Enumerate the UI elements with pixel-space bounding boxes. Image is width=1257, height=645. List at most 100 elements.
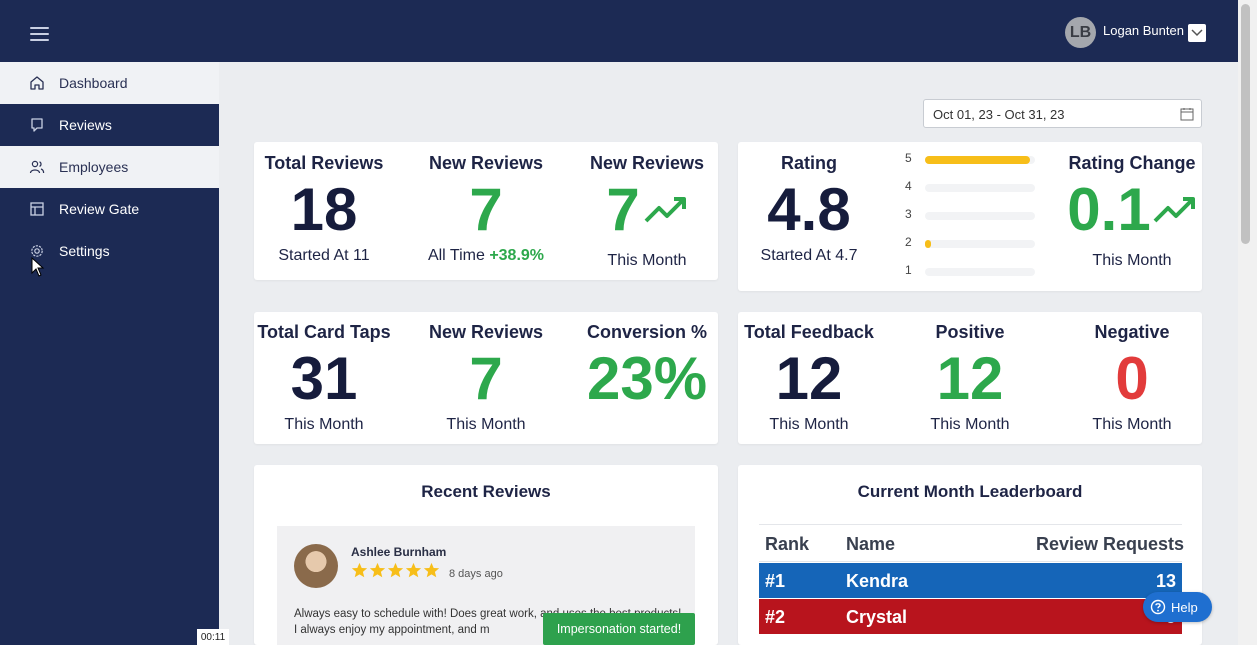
sidebar-item-label: Employees <box>59 159 129 175</box>
stat-subtitle: This Month <box>769 416 849 433</box>
divider <box>759 524 1182 525</box>
total-card-taps-stat: Total Card Taps 31 This Month <box>254 322 394 434</box>
stat-subtitle: All Time +38.9% <box>408 247 564 265</box>
stat-value: 31 <box>290 345 358 412</box>
rating-bar-track <box>925 212 1035 220</box>
table-row[interactable]: #2Crystal9 <box>759 599 1182 634</box>
sidebar-item-label: Dashboard <box>59 75 128 91</box>
rating-stat: Rating 4.8 Started At 4.7 <box>739 153 879 265</box>
video-timestamp: 00:11 <box>197 629 229 645</box>
rating-bar-track <box>925 268 1035 276</box>
home-icon <box>30 76 44 90</box>
sidebar-item-dashboard[interactable]: Dashboard <box>0 62 219 104</box>
stat-title: Total Reviews <box>264 153 384 173</box>
requests-cell: 13 <box>1155 571 1176 591</box>
total-reviews-stat: Total Reviews 18 Started At 11 <box>254 153 394 265</box>
sidebar-item-reviews[interactable]: Reviews <box>0 104 219 146</box>
stat-title: Rating <box>781 153 837 173</box>
scrollbar-thumb[interactable] <box>1241 4 1250 244</box>
rating-bar-2: 2 <box>905 235 1040 249</box>
user-dropdown-button[interactable] <box>1188 24 1206 42</box>
column-header-review-requests[interactable]: Review Requests <box>1036 534 1185 554</box>
avatar[interactable]: LB <box>1065 17 1096 48</box>
gear-icon <box>31 245 43 257</box>
name-cell: Kendra <box>846 571 909 591</box>
stat-title: Negative <box>1094 322 1170 342</box>
table-row[interactable]: #1 Kendra 13 <box>759 563 1182 598</box>
column-header-rank[interactable]: Rank <box>765 534 810 554</box>
mouse-cursor-icon <box>31 257 45 277</box>
stat-value: 7 <box>606 176 640 243</box>
new-reviews-month-stat: New Reviews 7 This Month <box>577 153 717 270</box>
stat-value: 12 <box>936 345 1004 412</box>
rating-bar-label: 4 <box>905 179 912 193</box>
rating-bar-track <box>925 184 1035 192</box>
calendar-icon[interactable] <box>1180 107 1194 121</box>
star-icon <box>423 562 440 578</box>
positive-feedback-stat: Positive 12 This Month <box>900 322 1040 434</box>
conversion-stat: Conversion % 23% <box>577 322 717 409</box>
stat-subtitle: This Month <box>446 416 526 433</box>
negative-feedback-stat: Negative 0 This Month <box>1062 322 1202 434</box>
rank-cell: #2 <box>765 607 786 627</box>
sidebar-item-label: Review Gate <box>59 201 140 217</box>
help-icon <box>1150 599 1166 615</box>
sidebar-item-employees[interactable]: Employees <box>0 146 219 188</box>
comment-icon <box>31 118 43 132</box>
top-bar: LB Logan Bunten <box>0 0 1238 62</box>
stat-value: 12 <box>775 345 843 412</box>
name-cell: Crystal <box>846 607 908 627</box>
menu-icon[interactable] <box>30 27 49 41</box>
reviewer-name: Ashlee Burnham <box>351 545 447 559</box>
rating-bar-label: 5 <box>905 151 912 165</box>
sidebar-item-settings[interactable]: Settings <box>0 230 219 272</box>
column-header-name[interactable]: Name <box>846 534 896 554</box>
stat-value: 0.1 <box>1067 176 1151 243</box>
rank-cell: #1 <box>765 571 786 591</box>
layout-icon <box>30 202 44 216</box>
stat-title: Conversion % <box>586 322 708 342</box>
divider <box>759 561 1182 562</box>
stat-subtitle: This Month <box>1092 252 1172 269</box>
toast-notification[interactable]: Impersonation started! <box>543 613 695 645</box>
users-icon <box>29 160 45 174</box>
rating-bar-track <box>925 156 1035 164</box>
reviewer-avatar <box>294 544 338 588</box>
stat-title: Rating Change <box>1068 153 1196 173</box>
stat-value: 0 <box>1115 345 1149 412</box>
leaderboard-title: Current Month Leaderboard <box>857 482 1083 501</box>
stat-title: New Reviews <box>428 153 544 173</box>
stat-subtitle: Started At 11 <box>278 247 370 264</box>
star-icon <box>405 562 422 578</box>
feedback-stats-card <box>738 312 1202 444</box>
rating-bar-3: 3 <box>905 207 1040 221</box>
user-name[interactable]: Logan Bunten <box>1103 23 1184 38</box>
date-range-value: Oct 01, 23 - Oct 31, 23 <box>933 107 1065 122</box>
review-stars <box>351 562 440 579</box>
help-label: Help <box>1171 599 1198 615</box>
star-icon <box>387 562 404 578</box>
rating-bar-label: 3 <box>905 207 912 221</box>
new-reviews-month-stat: New Reviews 7 This Month <box>416 322 556 434</box>
trending-up-icon <box>1153 197 1195 223</box>
rating-bar-label: 1 <box>905 263 912 277</box>
date-range-picker[interactable]: Oct 01, 23 - Oct 31, 23 <box>923 99 1202 128</box>
stat-subtitle: This Month <box>284 416 364 433</box>
stat-value: 7 <box>469 345 503 412</box>
rating-change-stat: Rating Change 0.1 This Month <box>1062 153 1202 270</box>
stat-value: 23% <box>586 345 708 412</box>
review-age: 8 days ago <box>449 568 503 580</box>
stat-subtitle: This Month <box>1092 416 1172 433</box>
help-button[interactable]: Help <box>1143 592 1212 622</box>
sidebar-item-review-gate[interactable]: Review Gate <box>0 188 219 230</box>
card-taps-card <box>254 312 718 444</box>
sidebar-item-label: Reviews <box>59 117 112 133</box>
stat-subtitle: This Month <box>930 416 1010 433</box>
star-icon <box>369 562 386 578</box>
rating-bar-5: 5 <box>905 151 1040 165</box>
star-icon <box>351 562 368 578</box>
rating-bar-track <box>925 240 1035 248</box>
stat-title: Total Feedback <box>744 322 874 342</box>
stat-title: New Reviews <box>428 322 544 342</box>
stat-value: 18 <box>290 176 358 243</box>
